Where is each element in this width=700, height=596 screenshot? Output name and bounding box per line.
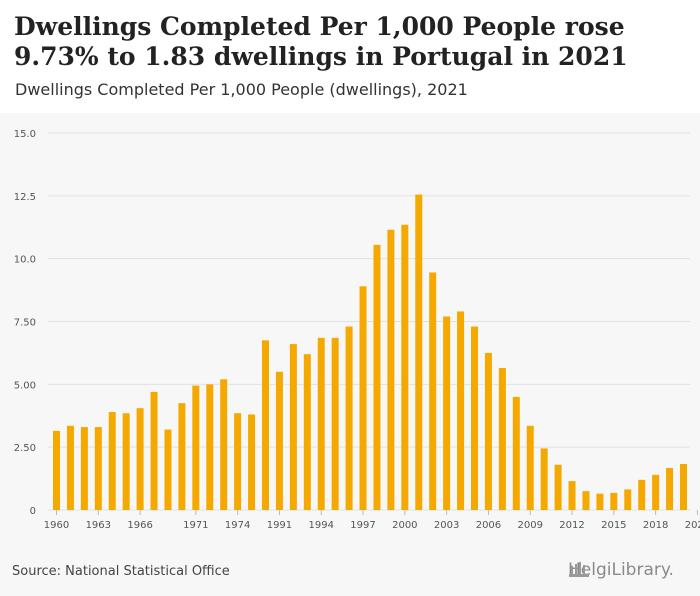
x-tick-label: 2015	[601, 520, 626, 531]
chart-title: Dwellings Completed Per 1,000 People ros…	[14, 12, 628, 71]
y-tick-label: 12.5	[14, 192, 36, 203]
x-tick-label: 2003	[434, 520, 459, 531]
x-tick-label: 1960	[44, 520, 69, 531]
bar-1974	[234, 413, 242, 510]
bar-2007	[498, 368, 506, 510]
bar-1995	[331, 337, 339, 510]
y-tick-label: 2.50	[14, 443, 36, 454]
x-tick-label: 1971	[183, 520, 208, 531]
x-tick-label: 2000	[392, 520, 417, 531]
bar-1963	[94, 427, 102, 510]
y-tick-label: 0	[30, 506, 36, 517]
bar-2005	[471, 326, 478, 510]
bar-1994	[317, 337, 325, 510]
bar-2018	[652, 474, 660, 510]
bar-2020	[680, 464, 687, 510]
x-tick-label: 1991	[267, 520, 292, 531]
bar-1961	[66, 425, 74, 510]
bar-1991	[275, 371, 283, 510]
bar-2009	[526, 425, 534, 510]
x-tick-label: 2018	[643, 520, 668, 531]
y-tick-label: 5.00	[14, 380, 36, 391]
bar-2002	[429, 272, 437, 510]
bar-1964	[108, 411, 116, 510]
bar-2014	[596, 493, 604, 510]
x-tick-label: 2009	[518, 520, 543, 531]
bar-2016	[624, 489, 632, 510]
header: Dwellings Completed Per 1,000 People ros…	[0, 0, 700, 112]
x-tick-label: 2021	[685, 520, 700, 531]
x-tick-label: 2012	[559, 520, 584, 531]
bar-1967	[150, 391, 158, 510]
grid-lines	[48, 132, 690, 511]
bar-2003	[443, 316, 451, 510]
bar-1966	[136, 408, 144, 510]
bar-2015	[610, 492, 618, 510]
bar-2008	[512, 396, 520, 510]
bars	[53, 194, 687, 511]
y-tick-label: 15.0	[14, 129, 36, 140]
bar-1976	[262, 340, 269, 510]
bar-1965	[122, 413, 130, 510]
bar-1962	[80, 427, 88, 510]
x-tick-label: 2006	[476, 520, 501, 531]
bar-2013	[582, 491, 590, 510]
bar-2000	[401, 224, 409, 511]
y-tick-label: 10.0	[14, 255, 36, 266]
bar-1973	[220, 379, 228, 510]
bar-1996	[345, 326, 353, 510]
y-axis-tick-labels: 0 2.50 5.00 7.50 10.0 12.5 15.0	[14, 129, 36, 517]
x-tick-label: 1966	[127, 520, 152, 531]
x-tick-label: 1974	[225, 520, 250, 531]
bar-1972	[206, 384, 214, 510]
bar-1960	[53, 430, 60, 510]
chart-subtitle: Dwellings Completed Per 1,000 People (dw…	[15, 80, 468, 99]
bar-1992	[289, 344, 297, 510]
bar-2019	[666, 468, 674, 510]
library-building-icon	[569, 562, 589, 577]
bar-2012	[568, 481, 576, 510]
source-note: Source: National Statistical Office	[12, 564, 230, 579]
logo-text: HelgiLibrary.	[568, 560, 674, 580]
helgi-library-logo: HelgiLibrary.	[568, 560, 674, 580]
bar-1997	[359, 286, 367, 510]
bar-2011	[554, 464, 562, 510]
bar-1993	[303, 354, 311, 510]
bar-1975	[248, 414, 256, 510]
bar-1999	[387, 229, 395, 510]
bar-2001	[415, 194, 423, 510]
x-axis-tick-labels: 1960 1963 1966 1971 1974 1991 1994 1997 2000 2003…	[44, 510, 700, 531]
bar-1968	[164, 429, 172, 510]
bar-2017	[638, 479, 646, 510]
bar-1998	[373, 244, 381, 510]
bar-1971	[192, 385, 200, 510]
bar-2010	[540, 448, 548, 510]
x-tick-label: 1963	[86, 520, 111, 531]
y-tick-label: 7.50	[14, 318, 36, 329]
x-tick-label: 1994	[309, 520, 334, 531]
bar-2006	[484, 352, 492, 510]
x-tick-label: 1997	[350, 520, 375, 531]
bar-2004	[457, 311, 465, 510]
bar-1969	[178, 403, 186, 510]
